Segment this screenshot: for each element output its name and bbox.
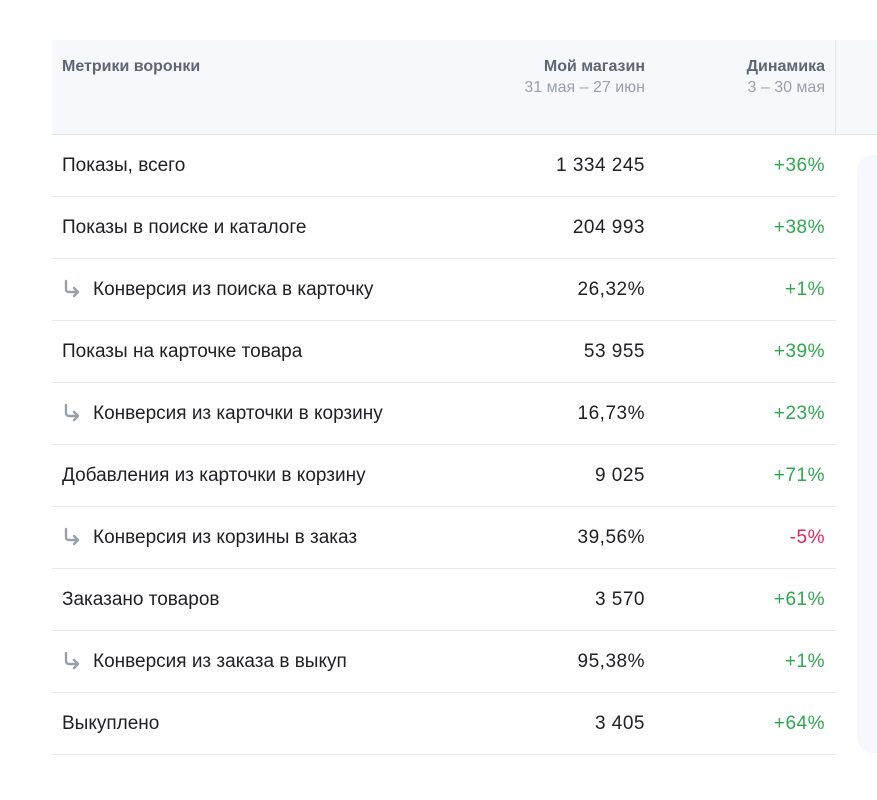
table-row: Выкуплено 3 405 +64%	[52, 693, 836, 755]
dynamics-column-title: Динамика	[746, 58, 825, 75]
table-header: Метрики воронки Мой магазин 31 мая – 27 …	[52, 40, 877, 135]
table-row: Конверсия из карточки в корзину 16,73% +…	[52, 383, 836, 445]
row-store-value: 3 405	[594, 713, 645, 734]
row-dynamics: +1%	[784, 651, 825, 672]
sub-arrow-icon	[64, 403, 80, 422]
row-label: Выкуплено	[62, 713, 160, 734]
row-dynamics: +64%	[773, 713, 825, 734]
header-dynamics-column[interactable]: Динамика 3 – 30 мая	[747, 56, 825, 98]
row-store-value: 9 025	[594, 465, 645, 486]
metric-column-title: Метрики воронки	[62, 58, 201, 75]
table-row: Конверсия из корзины в заказ 39,56% -5%	[52, 507, 836, 569]
header-store-column[interactable]: Мой магазин 31 мая – 27 июн	[524, 56, 645, 98]
column-divider	[835, 40, 836, 134]
row-dynamics: -5%	[789, 527, 825, 548]
row-dynamics: +38%	[773, 217, 825, 238]
row-label: Показы на карточке товара	[62, 341, 303, 362]
row-store-value: 3 570	[594, 589, 645, 610]
table-row: Конверсия из заказа в выкуп 95,38% +1%	[52, 631, 836, 693]
funnel-metrics-table: Метрики воронки Мой магазин 31 мая – 27 …	[52, 40, 877, 755]
row-dynamics: +1%	[784, 279, 825, 300]
dynamics-column-period: 3 – 30 мая	[747, 79, 826, 96]
table-row: Показы в поиске и каталоге 204 993 +38%	[52, 197, 836, 259]
sub-arrow-icon	[64, 279, 80, 298]
table-row: Заказано товаров 3 570 +61%	[52, 569, 836, 631]
table-row: Конверсия из поиска в карточку 26,32% +1…	[52, 259, 836, 321]
row-label: Конверсия из поиска в карточку	[93, 279, 374, 300]
row-dynamics: +61%	[773, 589, 825, 610]
row-store-value: 1 334 245	[555, 155, 645, 176]
store-column-period: 31 мая – 27 июн	[524, 79, 645, 96]
row-label: Заказано товаров	[62, 589, 220, 610]
row-label: Конверсия из заказа в выкуп	[93, 651, 347, 672]
row-label: Показы, всего	[62, 155, 186, 176]
table-body: Показы, всего 1 334 245 +36% Показы в по…	[52, 135, 877, 755]
row-dynamics: +23%	[773, 403, 825, 424]
sub-arrow-icon	[64, 651, 80, 670]
side-panel-edge	[857, 155, 877, 753]
row-store-value: 26,32%	[577, 279, 645, 300]
store-column-title: Мой магазин	[543, 58, 645, 75]
table-row: Добавления из карточки в корзину 9 025 +…	[52, 445, 836, 507]
row-store-value: 16,73%	[577, 403, 645, 424]
row-label: Добавления из карточки в корзину	[62, 465, 366, 486]
row-dynamics: +71%	[773, 465, 825, 486]
row-store-value: 39,56%	[577, 527, 645, 548]
sub-arrow-icon	[64, 527, 80, 546]
row-store-value: 204 993	[572, 217, 645, 238]
row-store-value: 95,38%	[577, 651, 645, 672]
row-dynamics: +36%	[773, 155, 825, 176]
row-store-value: 53 955	[583, 341, 645, 362]
table-row: Показы на карточке товара 53 955 +39%	[52, 321, 836, 383]
row-label: Конверсия из карточки в корзину	[93, 403, 383, 424]
row-label: Показы в поиске и каталоге	[62, 217, 307, 238]
row-dynamics: +39%	[773, 341, 825, 362]
row-label: Конверсия из корзины в заказ	[93, 527, 358, 548]
header-metric-column: Метрики воронки	[62, 56, 200, 77]
table-row: Показы, всего 1 334 245 +36%	[52, 135, 836, 197]
